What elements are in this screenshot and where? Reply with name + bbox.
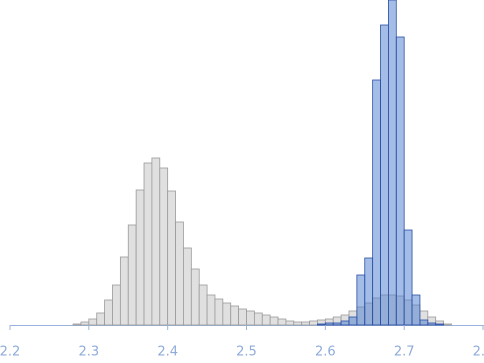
x-tick-label: 2.2 — [0, 345, 20, 360]
histogram-bar — [143, 162, 153, 326]
histogram-bar — [356, 274, 366, 326]
histogram-bar — [80, 321, 90, 326]
histogram-bar — [175, 221, 184, 326]
histogram-bar — [104, 299, 113, 326]
histogram-bar — [332, 322, 342, 326]
histogram-bar — [372, 79, 381, 326]
histogram-bar — [96, 312, 106, 326]
histogram-bar — [222, 302, 232, 326]
histogram-bar — [72, 323, 82, 326]
histogram-bar — [159, 167, 169, 326]
x-tick-label: 2.6 — [315, 345, 336, 360]
x-tick-label: 2.3 — [78, 345, 99, 360]
histogram-bar — [151, 157, 161, 326]
histogram-bar — [119, 256, 129, 326]
histogram-bar — [317, 323, 326, 326]
histogram-bar — [293, 321, 303, 326]
histogram-bar — [427, 322, 437, 326]
x-tick-label: 2.5 — [236, 345, 257, 360]
histogram-bar — [269, 316, 279, 326]
histogram-bar — [443, 323, 452, 326]
histogram-bar — [340, 320, 350, 326]
histogram-bar — [230, 305, 240, 326]
histogram-bar — [395, 36, 405, 326]
histogram-bar — [380, 24, 389, 326]
histogram-bar — [419, 319, 429, 326]
histogram-bar — [435, 323, 444, 326]
histogram-bar — [167, 190, 176, 326]
histogram-bar — [387, 0, 397, 326]
histogram-bar — [238, 308, 247, 326]
x-tick-label: 2.4 — [157, 345, 178, 360]
histogram-bar — [190, 268, 200, 326]
histogram-bar — [324, 322, 334, 326]
histogram-bar — [348, 316, 358, 326]
histogram-bar — [309, 320, 318, 326]
histogram-bar — [261, 314, 271, 326]
histogram-bar — [214, 298, 224, 326]
x-tick-label: 2.8 — [473, 345, 484, 360]
histogram-bar — [364, 257, 374, 326]
histogram-bar — [253, 312, 263, 326]
histogram-bar — [301, 321, 310, 326]
histogram-bar — [183, 247, 192, 326]
histogram-bar — [411, 294, 421, 326]
x-tick-label: 2.7 — [394, 345, 415, 360]
histogram-bar — [88, 318, 98, 326]
histogram-bar — [127, 224, 137, 326]
histogram-bar — [135, 189, 145, 326]
histogram-bar — [198, 284, 208, 326]
histogram-bar — [246, 310, 255, 326]
histogram-bar — [277, 318, 287, 326]
histogram-bar — [285, 320, 295, 326]
histogram-bar — [112, 284, 121, 326]
histogram-bar — [206, 294, 216, 326]
histogram-bar — [403, 229, 413, 326]
